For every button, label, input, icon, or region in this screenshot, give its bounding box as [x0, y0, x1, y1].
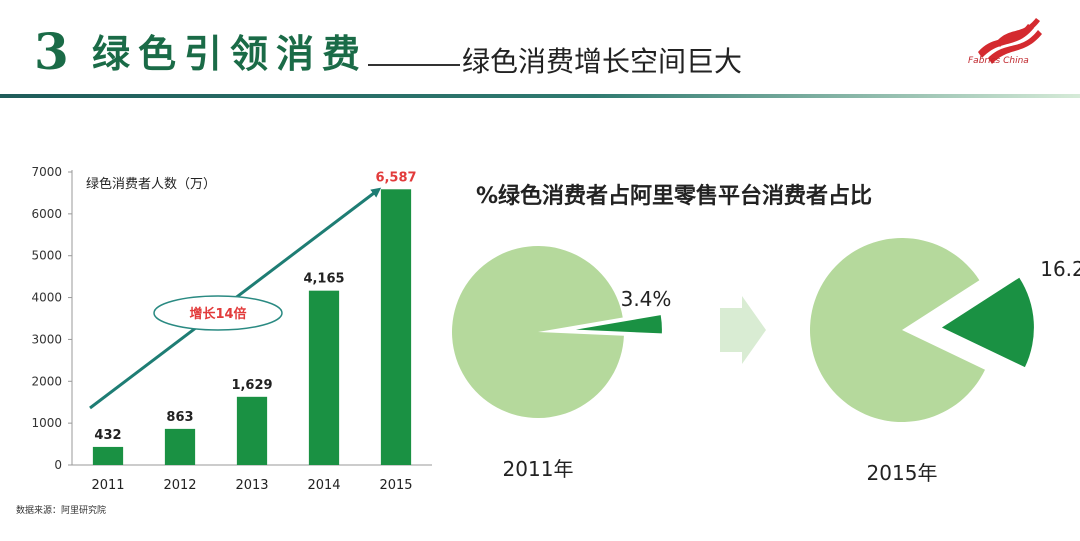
section-number: 3 [34, 22, 69, 81]
bar-2013 [236, 396, 268, 465]
bar-value-label: 4,165 [303, 272, 344, 287]
header: 3 绿色引领消费 绿色消费增长空间巨大 Fabrics China [0, 0, 1080, 100]
pie-value-label: 3.4% [621, 287, 672, 311]
page-title: 绿色引领消费 [92, 31, 369, 76]
x-tick-label: 2011 [91, 478, 124, 493]
source-note: 数据来源：阿里研究院 [16, 506, 107, 516]
title-dash [368, 64, 460, 66]
growth-annotation: 增长14倍 [189, 306, 246, 322]
x-tick-label: 2014 [307, 478, 340, 493]
pie-chart-title: %绿色消费者占阿里零售平台消费者占比 [476, 184, 873, 209]
bar-2012 [164, 428, 196, 465]
y-tick-label: 1000 [31, 416, 62, 430]
y-ticks: 0 1000 2000 3000 4000 5000 6000 7000 [31, 165, 72, 472]
page-subtitle: 绿色消费增长空间巨大 [462, 45, 743, 78]
bar-2014 [308, 290, 340, 465]
pie-slice-remainder [810, 238, 985, 422]
bar-value-label: 863 [166, 410, 193, 425]
x-tick-label: 2013 [235, 478, 268, 493]
bar-chart: 0 1000 2000 3000 4000 5000 6000 7000 432 863 1,62… [31, 165, 432, 493]
x-tick-label: 2012 [163, 478, 196, 493]
x-tick-label: 2015 [379, 478, 412, 493]
x-tick-labels: 2011 2012 2013 2014 2015 [91, 478, 412, 493]
pie-year-label: 2011年 [503, 457, 574, 481]
value-labels: 432 863 1,629 4,165 6,587 [94, 170, 416, 443]
pie-slice-green-consumers [575, 315, 662, 334]
bar-value-label: 6,587 [375, 170, 416, 185]
bar-2015 [380, 189, 412, 466]
pie-value-label: 16.2% [1040, 257, 1080, 281]
y-tick-label: 4000 [31, 291, 62, 305]
pie-2011: 3.4% 2011年 [452, 246, 671, 481]
y-tick-label: 5000 [31, 249, 62, 263]
bar-2011 [92, 446, 124, 465]
growth-annotation-bubble [153, 295, 283, 331]
pie-slice-green-consumers [941, 277, 1034, 368]
bar-value-label: 1,629 [231, 378, 272, 393]
y-tick-label: 6000 [31, 207, 62, 221]
transition-arrow-icon [720, 296, 766, 364]
bars [92, 189, 412, 466]
logo-text: Fabrics China [968, 56, 1029, 66]
y-tick-label: 2000 [31, 374, 62, 388]
bar-chart-title: 绿色消费者人数（万） [86, 176, 216, 192]
header-divider [0, 94, 1080, 98]
fabrics-china-logo-icon [978, 18, 1042, 64]
y-tick-label: 7000 [31, 165, 62, 179]
pie-charts: 3.4% 2011年 16.2% 2015年 [452, 238, 1080, 485]
pie-year-label: 2015年 [867, 461, 938, 485]
bar-value-label: 432 [94, 428, 121, 443]
pie-2015: 16.2% 2015年 [810, 238, 1080, 485]
y-tick-label: 0 [54, 458, 62, 472]
y-tick-label: 3000 [31, 332, 62, 346]
pie-slice-remainder [452, 246, 624, 419]
